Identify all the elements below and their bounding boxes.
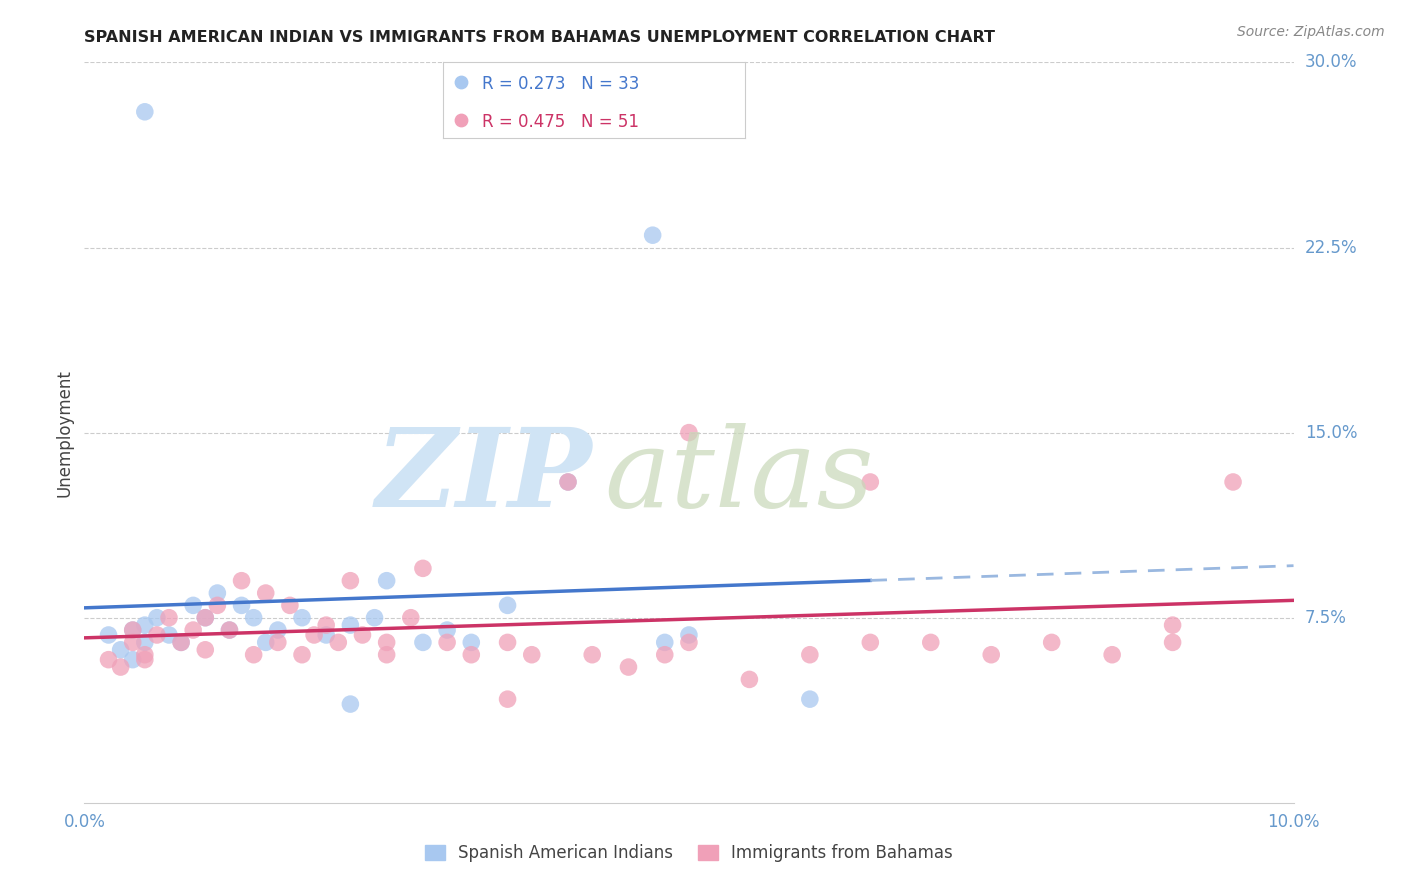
Point: [363, 610, 385, 624]
Point: [110, 642, 132, 657]
Point: [654, 648, 676, 662]
Point: [496, 692, 519, 706]
Point: [218, 623, 240, 637]
Point: [557, 475, 579, 489]
Text: atlas: atlas: [605, 424, 875, 531]
Point: [134, 648, 156, 662]
Point: [121, 635, 143, 649]
Point: [121, 623, 143, 637]
Point: [1222, 475, 1244, 489]
Point: [557, 475, 579, 489]
Point: [278, 599, 301, 613]
Point: [328, 635, 350, 649]
Y-axis label: Unemployment: Unemployment: [55, 368, 73, 497]
Point: [920, 635, 942, 649]
Point: [207, 599, 229, 613]
Point: [194, 610, 217, 624]
Point: [375, 648, 398, 662]
Point: [654, 635, 676, 649]
Point: [134, 653, 156, 667]
Point: [194, 642, 217, 657]
Point: [1101, 648, 1123, 662]
Point: [207, 586, 229, 600]
Point: [412, 561, 434, 575]
Point: [1161, 618, 1184, 632]
Point: [617, 660, 640, 674]
Point: [110, 660, 132, 674]
Text: 7.5%: 7.5%: [1305, 608, 1347, 627]
Point: [218, 623, 240, 637]
Point: [859, 475, 882, 489]
Point: [97, 653, 120, 667]
Point: [157, 628, 180, 642]
Point: [460, 635, 482, 649]
Point: [375, 635, 398, 649]
Point: [291, 610, 314, 624]
Point: [254, 635, 277, 649]
Point: [315, 628, 337, 642]
Text: 22.5%: 22.5%: [1305, 238, 1357, 257]
Point: [181, 623, 204, 637]
Point: [339, 697, 361, 711]
Point: [242, 610, 264, 624]
Point: [97, 628, 120, 642]
Point: [302, 628, 325, 642]
Point: [678, 635, 700, 649]
Point: [194, 610, 217, 624]
Point: [412, 635, 434, 649]
Text: 30.0%: 30.0%: [1305, 54, 1357, 71]
Point: [157, 610, 180, 624]
Point: [436, 623, 458, 637]
Point: [799, 648, 821, 662]
Point: [980, 648, 1002, 662]
Text: Source: ZipAtlas.com: Source: ZipAtlas.com: [1237, 25, 1385, 39]
Point: [399, 610, 422, 624]
Point: [460, 648, 482, 662]
Point: [291, 648, 314, 662]
Point: [1040, 635, 1063, 649]
Point: [134, 618, 156, 632]
Point: [254, 586, 277, 600]
Point: [339, 574, 361, 588]
Text: 15.0%: 15.0%: [1305, 424, 1357, 442]
Point: [1161, 635, 1184, 649]
Point: [496, 635, 519, 649]
Text: R = 0.475   N = 51: R = 0.475 N = 51: [482, 112, 640, 130]
Point: [678, 628, 700, 642]
Point: [242, 648, 264, 662]
Point: [170, 635, 193, 649]
Text: R = 0.273   N = 33: R = 0.273 N = 33: [482, 75, 640, 93]
Point: [678, 425, 700, 440]
Point: [121, 623, 143, 637]
Text: ZIP: ZIP: [375, 424, 592, 531]
Point: [231, 599, 253, 613]
Point: [581, 648, 603, 662]
Point: [146, 628, 169, 642]
Point: [315, 618, 337, 632]
Point: [520, 648, 543, 662]
Point: [267, 635, 290, 649]
Point: [181, 599, 204, 613]
Point: [146, 610, 169, 624]
Point: [231, 574, 253, 588]
Point: [170, 635, 193, 649]
Point: [496, 599, 519, 613]
Point: [799, 692, 821, 706]
Legend: Spanish American Indians, Immigrants from Bahamas: Spanish American Indians, Immigrants fro…: [418, 838, 960, 869]
Text: SPANISH AMERICAN INDIAN VS IMMIGRANTS FROM BAHAMAS UNEMPLOYMENT CORRELATION CHAR: SPANISH AMERICAN INDIAN VS IMMIGRANTS FR…: [84, 29, 995, 45]
Point: [436, 635, 458, 649]
Point: [134, 104, 156, 119]
Point: [641, 228, 664, 243]
Point: [134, 635, 156, 649]
Point: [121, 653, 143, 667]
Point: [352, 628, 374, 642]
Point: [738, 673, 761, 687]
Point: [267, 623, 290, 637]
Point: [859, 635, 882, 649]
Point: [375, 574, 398, 588]
Point: [339, 618, 361, 632]
